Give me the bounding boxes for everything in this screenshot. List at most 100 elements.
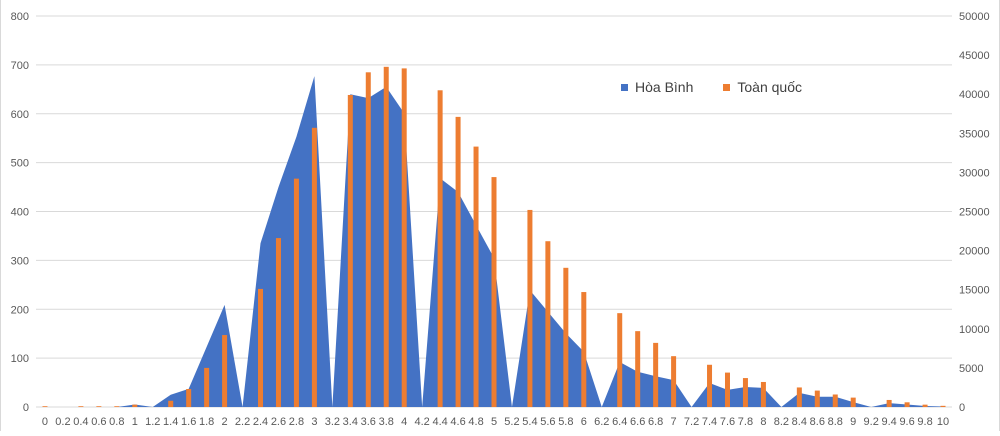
x-tick-label: 9 bbox=[850, 416, 856, 428]
bar-toan-quoc-2.6 bbox=[275, 238, 281, 407]
bar-toan-quoc-9 bbox=[850, 397, 856, 407]
x-tick-label: 7 bbox=[671, 416, 677, 428]
x-tick-label: 4.2 bbox=[415, 416, 430, 428]
y-right-tick-label: 5000 bbox=[959, 363, 983, 375]
y-left-tick-label: 400 bbox=[11, 207, 29, 219]
x-tick-label: 2.8 bbox=[289, 416, 304, 428]
x-tick-label: 4.4 bbox=[432, 416, 447, 428]
x-tick-label: 5.8 bbox=[558, 416, 573, 428]
bar-toan-quoc-6 bbox=[581, 292, 587, 407]
x-tick-label: 4.6 bbox=[450, 416, 465, 428]
bar-toan-quoc-5.4 bbox=[527, 209, 533, 407]
y-left-tick-label: 200 bbox=[11, 304, 29, 316]
x-tick-label: 6.6 bbox=[630, 416, 645, 428]
x-tick-label: 6.4 bbox=[612, 416, 627, 428]
y-right-tick-label: 45000 bbox=[959, 50, 990, 62]
x-tick-label: 2.4 bbox=[253, 416, 268, 428]
bar-toan-quoc-9.4 bbox=[886, 399, 892, 407]
y-right-tick-label: 25000 bbox=[959, 207, 990, 219]
x-tick-label: 5.2 bbox=[504, 416, 519, 428]
y-left-tick-label: 600 bbox=[11, 109, 29, 121]
x-tick-label: 6 bbox=[581, 416, 587, 428]
bar-toan-quoc-0.4 bbox=[78, 406, 84, 407]
bar-toan-quoc-2.8 bbox=[293, 178, 299, 407]
y-left-tick-label: 500 bbox=[11, 158, 29, 170]
x-tick-label: 8.4 bbox=[792, 416, 807, 428]
bar-toan-quoc-3.4 bbox=[347, 94, 353, 408]
bar-toan-quoc-4 bbox=[401, 68, 407, 408]
x-tick-label: 9.6 bbox=[899, 416, 914, 428]
bar-toan-quoc-1.4 bbox=[168, 400, 174, 407]
bar-toan-quoc-5 bbox=[491, 177, 497, 407]
bar-toan-quoc-7 bbox=[671, 356, 677, 407]
bar-toan-quoc-9.8 bbox=[922, 404, 928, 407]
y-left-tick-label: 100 bbox=[11, 353, 29, 365]
x-tick-label: 2.6 bbox=[271, 416, 286, 428]
x-tick-label: 8.8 bbox=[828, 416, 843, 428]
x-tick-label: 5 bbox=[491, 416, 497, 428]
bar-toan-quoc-8.6 bbox=[814, 390, 820, 407]
y-left-tick-label: 800 bbox=[11, 11, 29, 23]
bar-toan-quoc-8 bbox=[760, 381, 766, 407]
bar-toan-quoc-7.4 bbox=[707, 364, 713, 407]
x-tick-label: 0.2 bbox=[55, 416, 70, 428]
x-tick-label: 7.2 bbox=[684, 416, 699, 428]
legend-swatch-hoa-binh bbox=[621, 83, 628, 91]
x-tick-label: 5.4 bbox=[522, 416, 537, 428]
bar-toan-quoc-3 bbox=[311, 127, 317, 408]
x-tick-label: 1.4 bbox=[163, 416, 178, 428]
bar-toan-quoc-1.6 bbox=[186, 389, 192, 407]
bar-toan-quoc-8.8 bbox=[832, 394, 838, 407]
y-right-tick-label: 15000 bbox=[959, 285, 990, 297]
x-tick-label: 0.4 bbox=[73, 416, 88, 428]
bar-toan-quoc-4.8 bbox=[473, 146, 479, 407]
x-tick-label: 0 bbox=[42, 416, 48, 428]
bar-toan-quoc-5.8 bbox=[563, 267, 569, 407]
bar-toan-quoc-4.6 bbox=[455, 116, 461, 408]
bar-toan-quoc-1 bbox=[132, 404, 138, 407]
x-tick-label: 9.2 bbox=[864, 416, 879, 428]
bar-toan-quoc-3.8 bbox=[383, 66, 389, 407]
x-tick-label: 8 bbox=[760, 416, 766, 428]
x-tick-label: 1.8 bbox=[199, 416, 214, 428]
x-tick-label: 7.6 bbox=[720, 416, 735, 428]
x-tick-label: 8.2 bbox=[774, 416, 789, 428]
y-left-tick-label: 0 bbox=[23, 402, 29, 414]
x-tick-label: 3.4 bbox=[343, 416, 358, 428]
x-tick-label: 1.6 bbox=[181, 416, 196, 428]
x-tick-label: 0.8 bbox=[109, 416, 124, 428]
bar-toan-quoc-3.6 bbox=[365, 72, 371, 407]
y-right-tick-label: 20000 bbox=[959, 246, 990, 258]
y-right-tick-label: 35000 bbox=[959, 128, 990, 140]
x-tick-label: 6.2 bbox=[594, 416, 609, 428]
bar-toan-quoc-1.8 bbox=[204, 367, 210, 407]
bar-toan-quoc-6.6 bbox=[635, 331, 641, 407]
x-tick-label: 3.2 bbox=[325, 416, 340, 428]
x-tick-label: 10 bbox=[937, 416, 949, 428]
x-tick-label: 3 bbox=[311, 416, 317, 428]
bar-toan-quoc-5.6 bbox=[545, 241, 551, 407]
x-tick-label: 9.8 bbox=[917, 416, 932, 428]
x-tick-label: 4.8 bbox=[468, 416, 483, 428]
y-right-tick-label: 50000 bbox=[959, 11, 990, 23]
bar-toan-quoc-0.6 bbox=[96, 406, 102, 407]
y-right-tick-label: 10000 bbox=[959, 324, 990, 336]
bar-toan-quoc-4.4 bbox=[437, 90, 443, 407]
bar-toan-quoc-2.4 bbox=[258, 288, 264, 407]
x-tick-label: 7.8 bbox=[738, 416, 753, 428]
legend-label-toan-quoc: Toàn quốc bbox=[737, 79, 802, 95]
x-tick-label: 9.4 bbox=[881, 416, 896, 428]
x-tick-label: 0.6 bbox=[91, 416, 106, 428]
x-tick-label: 2.2 bbox=[235, 416, 250, 428]
legend-swatch-toan-quoc bbox=[723, 83, 731, 91]
x-tick-label: 1 bbox=[132, 416, 138, 428]
bar-toan-quoc-8.4 bbox=[796, 387, 802, 407]
x-tick-label: 4 bbox=[401, 416, 407, 428]
bar-toan-quoc-6.8 bbox=[653, 342, 659, 407]
legend-item-hoa-binh: Hòa Bình bbox=[621, 79, 693, 95]
x-tick-label: 5.6 bbox=[540, 416, 555, 428]
bar-toan-quoc-9.6 bbox=[904, 402, 910, 407]
bar-toan-quoc-6.4 bbox=[617, 313, 623, 407]
bar-toan-quoc-2 bbox=[222, 335, 228, 407]
